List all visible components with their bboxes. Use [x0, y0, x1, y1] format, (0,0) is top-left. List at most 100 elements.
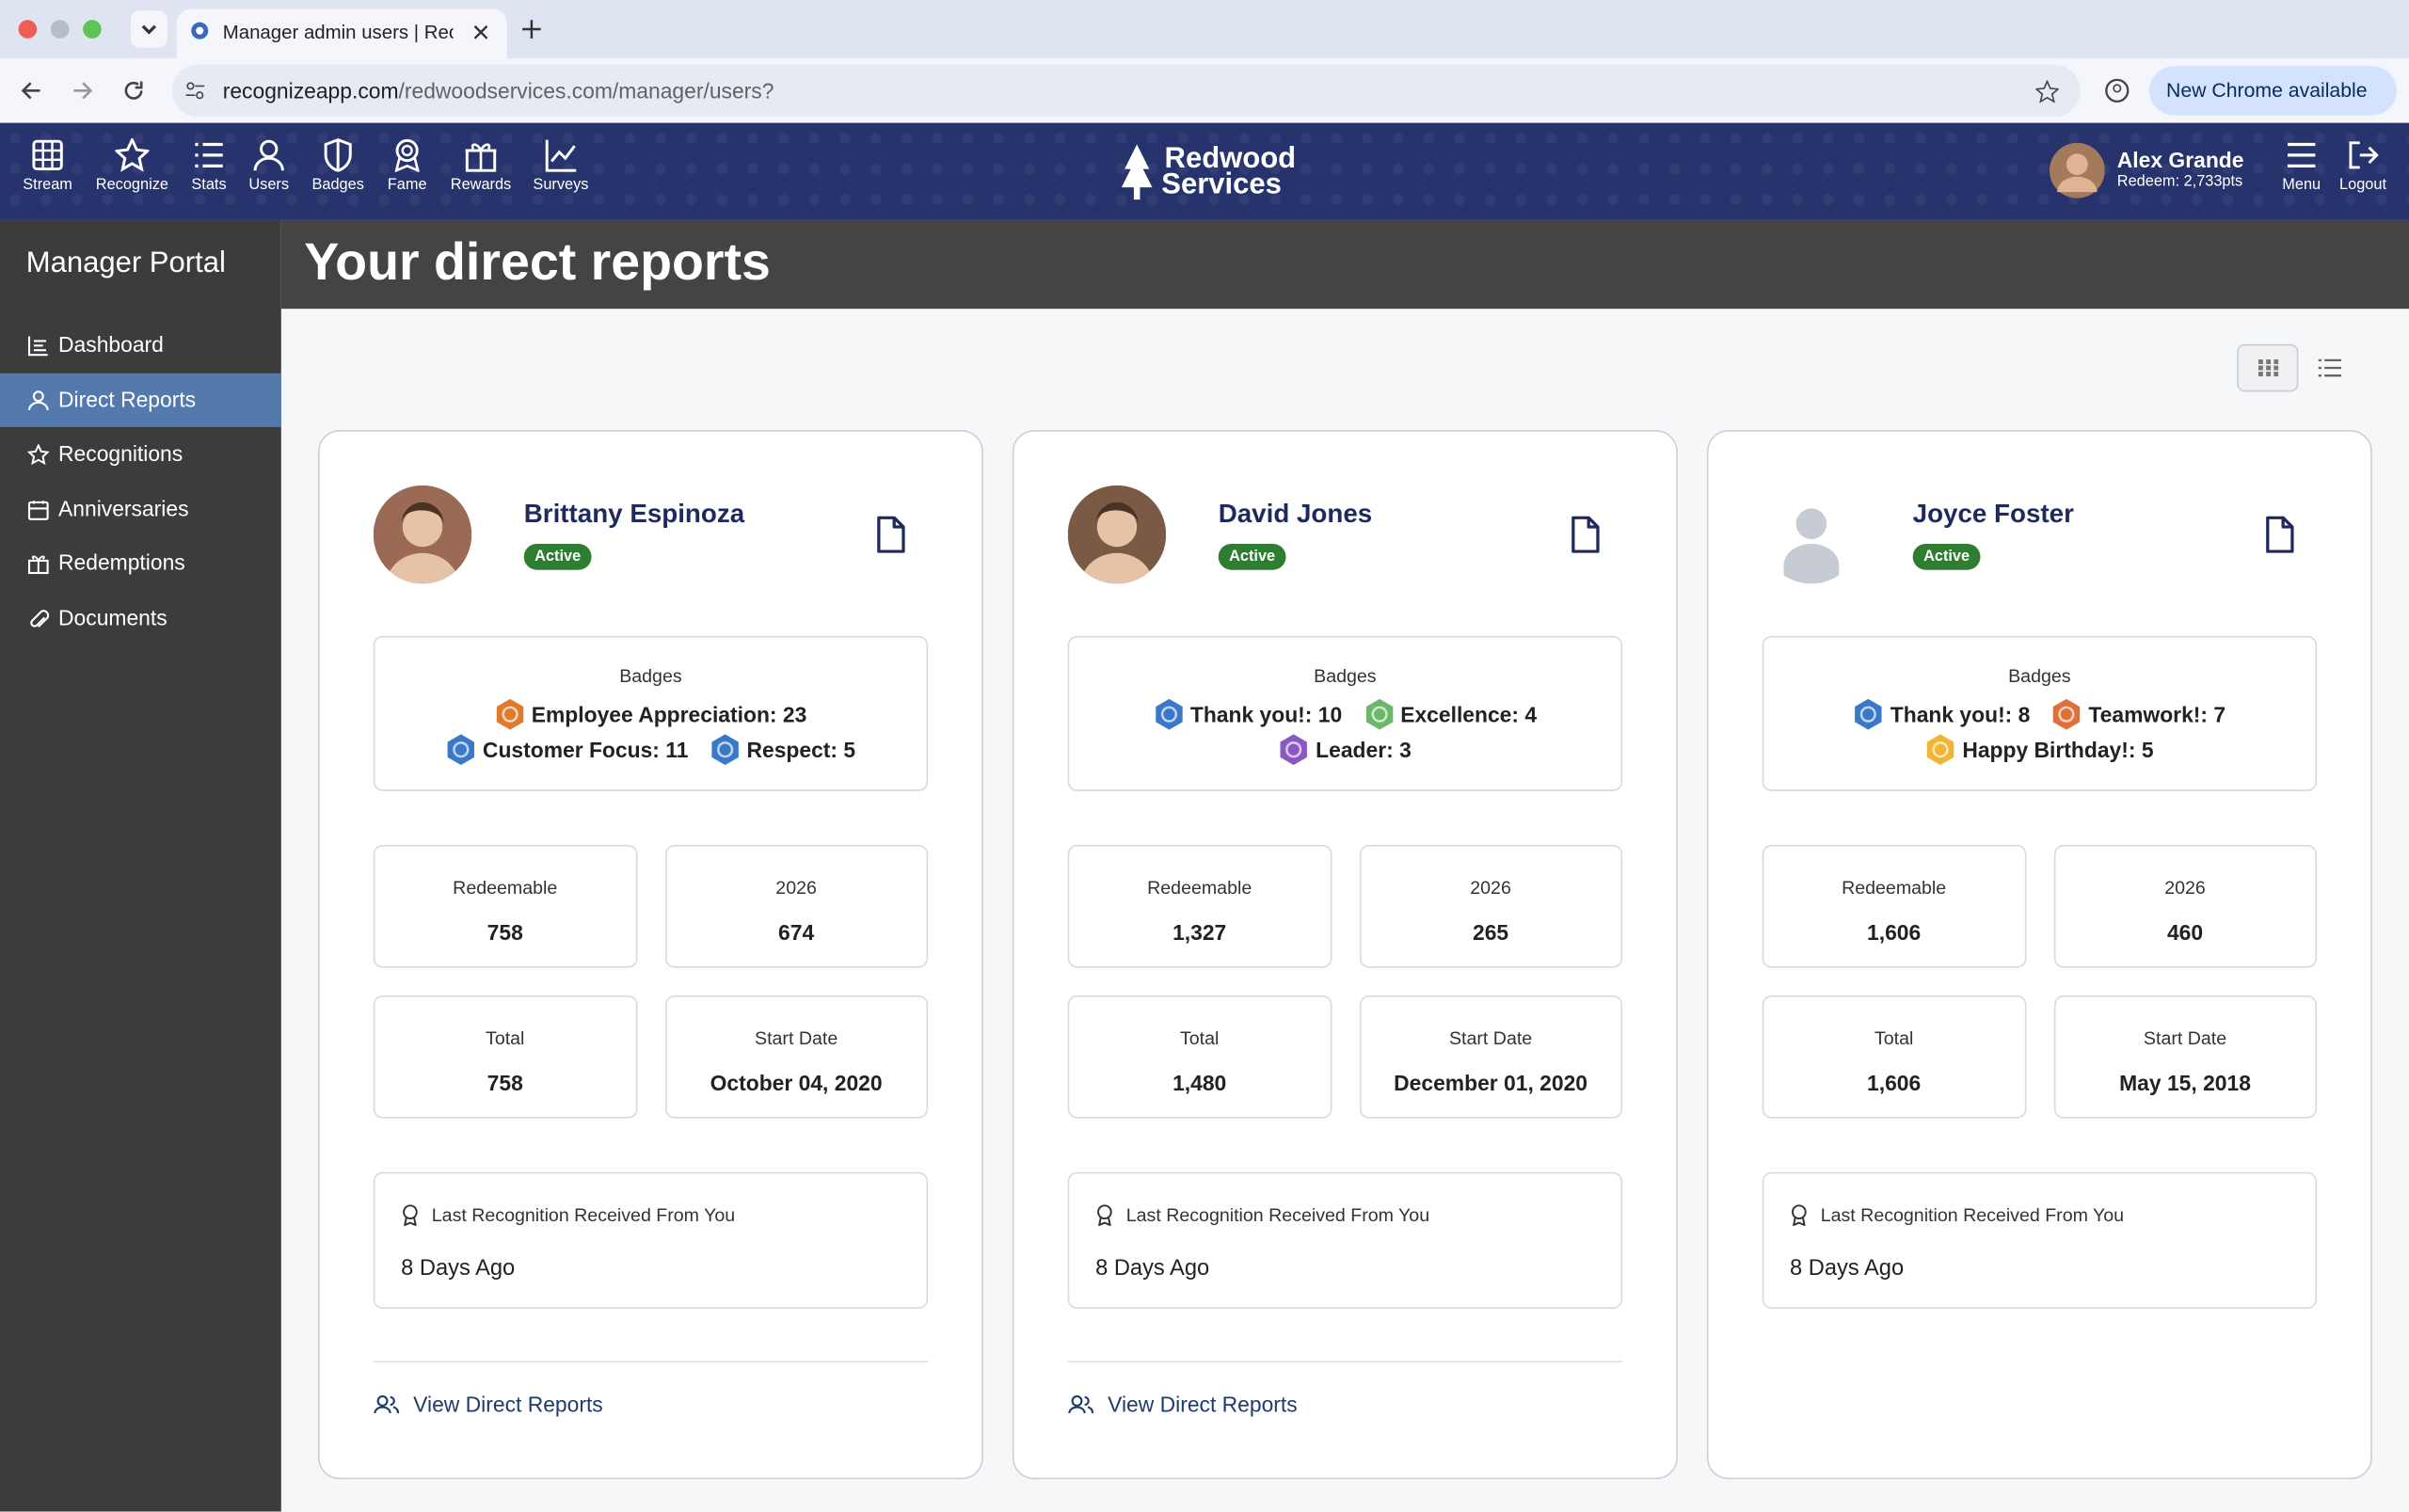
nav-icon [253, 139, 284, 171]
user-name[interactable]: Alex Grande [2116, 147, 2244, 172]
stat-value: October 04, 2020 [710, 1070, 883, 1096]
badge-item: Thank you!: 8 [1854, 698, 2030, 730]
avatar-image [373, 485, 472, 584]
stat-label: Redeemable [453, 877, 558, 899]
tab[interactable]: Manager admin users | Recog [176, 8, 507, 59]
stat-box: 2026 265 [1359, 844, 1623, 968]
new-tab[interactable] [520, 19, 542, 40]
logo-tree [1121, 144, 1153, 200]
sidebar-item[interactable]: Direct Reports [0, 372, 281, 427]
last-recognition-label: Last Recognition Received From You [1095, 1204, 1595, 1226]
badge-list: Employee Appreciation: 23 Customer Focus:… [387, 698, 914, 766]
badges-title: Badges [2008, 664, 2071, 687]
view-direct-reports[interactable]: View Direct Reports [374, 1392, 928, 1416]
sidebar-item[interactable]: Documents [0, 591, 281, 645]
profile-button[interactable] [2105, 78, 2130, 103]
badge-item: Happy Birthday!: 5 [1925, 734, 2154, 766]
sidebar-item[interactable]: Recognitions [0, 427, 281, 481]
nav-item[interactable]: Badges [292, 138, 384, 194]
employee-name[interactable]: Joyce Foster [1912, 499, 2074, 529]
list-view-toggle[interactable] [2318, 358, 2342, 377]
stats-grid: Redeemable 1,606 2026 460 Total 1,606 Start Da… [1762, 844, 2318, 1119]
nav-icon [2288, 142, 2316, 167]
card-header: Brittany Espinoza Active [373, 485, 928, 584]
badge-icon [496, 698, 524, 730]
document-button[interactable] [2265, 516, 2296, 553]
nav-item[interactable]: Users [223, 138, 315, 194]
stat-label: Redeemable [1842, 877, 1947, 899]
last-recognition-value: 8 Days Ago [1790, 1256, 1905, 1281]
stat-value: May 15, 2018 [2119, 1070, 2251, 1096]
sidebar-icon [27, 500, 49, 520]
stat-value: 1,327 [1173, 919, 1227, 946]
badges-box: Badges Employee Appreciation: 23 Customer … [373, 635, 929, 791]
minimize-window[interactable] [50, 20, 70, 39]
nav-label: Surveys [533, 176, 589, 194]
badge-icon [2053, 698, 2081, 730]
stat-label: 2026 [775, 877, 817, 899]
status-badge: Active [523, 543, 592, 570]
close-window[interactable] [18, 20, 38, 39]
award-icon [1791, 1204, 1807, 1226]
stat-value: December 01, 2020 [1394, 1070, 1588, 1096]
nav-item[interactable]: Surveys [515, 138, 607, 194]
nav-item[interactable]: Stream [2, 138, 94, 194]
address-bar[interactable]: recognizeapp.com/redwoodservices.com/man… [171, 64, 2081, 118]
sidebar-item[interactable]: Dashboard [0, 318, 281, 372]
reload-button[interactable] [121, 78, 146, 103]
maximize-window[interactable] [83, 20, 102, 39]
badge-label: Employee Appreciation: 23 [531, 702, 807, 727]
stats-grid: Redeemable 758 2026 674 Total 758 Start Date Oc… [373, 844, 929, 1119]
stat-label: Redeemable [1147, 877, 1252, 899]
employee-name[interactable]: Brittany Espinoza [523, 499, 745, 529]
view-direct-reports[interactable]: View Direct Reports [1068, 1392, 1622, 1416]
site-info[interactable] [184, 80, 206, 102]
nav-item[interactable]: Recognize [86, 137, 178, 194]
url-host: recognizeapp.com [222, 78, 399, 103]
report-card: Joyce Foster Active Badges Thank you!: 8 Tea… [1706, 430, 2372, 1480]
bookmark-star[interactable] [2035, 79, 2059, 103]
badge-label: Thank you!: 10 [1189, 702, 1343, 727]
stats-grid: Redeemable 1,327 2026 265 Total 1,480 Start Da… [1067, 844, 1623, 1119]
close-tab[interactable] [471, 23, 490, 41]
stat-value: 265 [1473, 919, 1509, 946]
nav-item[interactable]: Stats [163, 138, 255, 194]
sidebar-item[interactable]: Redemptions [0, 536, 281, 590]
avatar-image [1067, 485, 1167, 584]
stat-box: Total 1,606 [1762, 995, 2026, 1119]
nav-icon [324, 138, 352, 172]
tab-search[interactable] [130, 10, 168, 48]
award-icon [403, 1204, 418, 1226]
document-button[interactable] [876, 516, 907, 553]
forward-button[interactable] [71, 78, 95, 103]
employee-name[interactable]: David Jones [1218, 499, 1373, 529]
nav-label: Menu [2282, 176, 2321, 194]
nav-item[interactable]: Menu [2256, 138, 2348, 194]
badge-item: Thank you!: 10 [1154, 698, 1343, 730]
badge-item: Excellence: 4 [1364, 698, 1537, 730]
stat-box: Redeemable 1,327 [1067, 844, 1332, 968]
update-button[interactable]: New Chrome available [2149, 66, 2397, 116]
badges-title: Badges [1314, 664, 1377, 687]
nav-item[interactable]: Fame [361, 138, 454, 194]
sidebar-label: Direct Reports [58, 386, 197, 411]
url: recognizeapp.com/redwoodservices.com/man… [223, 78, 774, 103]
sidebar-item[interactable]: Anniversaries [0, 482, 281, 535]
badge-icon [1855, 698, 1883, 730]
grid-view-toggle[interactable] [2237, 343, 2299, 392]
badge-icon [1155, 698, 1183, 730]
document-button[interactable] [1571, 516, 1602, 553]
nav-icon [115, 137, 150, 172]
user-points: Redeem: 2,733pts [2116, 173, 2243, 191]
badge-label: Teamwork!: 7 [2088, 702, 2226, 727]
nav-item[interactable]: Logout [2317, 138, 2409, 194]
back-button[interactable] [19, 78, 43, 103]
nav-icon [32, 139, 63, 171]
nav-item[interactable]: Rewards [435, 138, 527, 194]
toolbar: recognizeapp.com/redwoodservices.com/man… [0, 58, 2409, 125]
badge-icon [1281, 734, 1308, 766]
user-avatar[interactable] [2049, 142, 2105, 199]
last-recognition-text: Last Recognition Received From You [1820, 1204, 2125, 1226]
sidebar-icon [30, 609, 50, 628]
